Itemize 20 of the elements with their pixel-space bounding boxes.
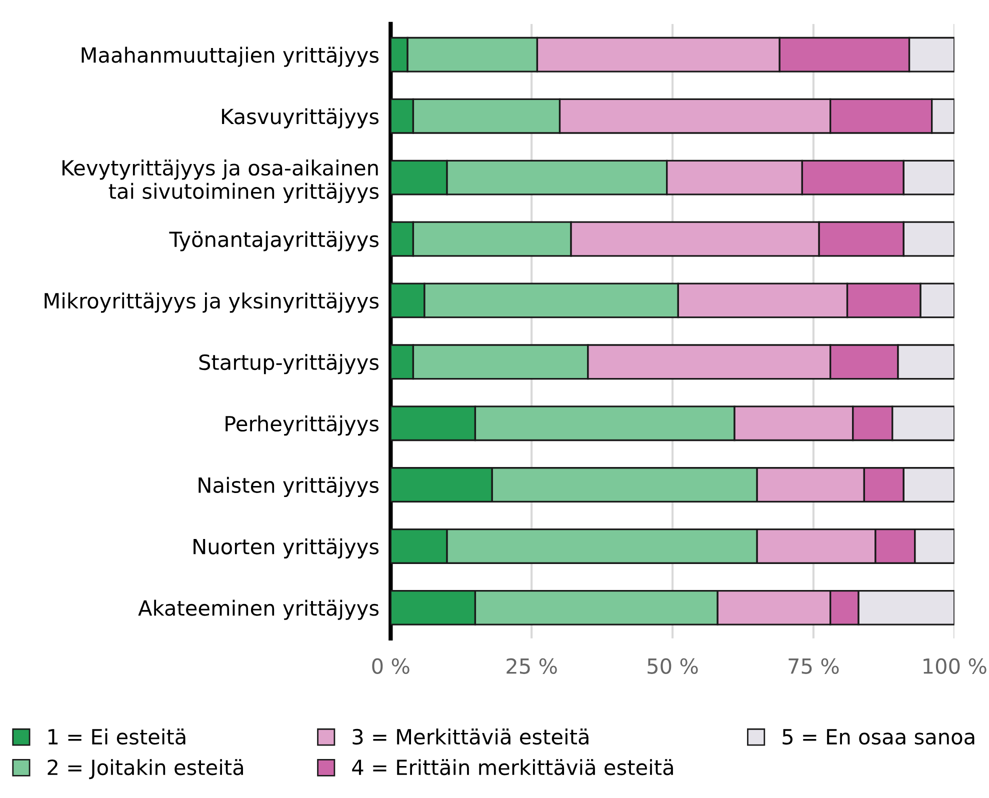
- y-tick-label: Naisten yrittäjyys: [198, 476, 379, 498]
- y-tick-label: Työnantajayrittäjyys: [169, 231, 379, 252]
- x-tick-label: 75 %: [788, 658, 839, 674]
- legend-label: 4 = Erittäin merkittäviä esteitä: [352, 759, 673, 776]
- y-tick-label: Perheyrittäjyys: [226, 415, 379, 436]
- x-tick-label: 50 %: [648, 658, 698, 674]
- y-tick-label: Maahanmuuttajien yrittäjyys: [82, 46, 379, 67]
- y-tick-label: Mikroyrittäjyys ja yksinyrittäjyys: [44, 292, 379, 313]
- x-tick-label: 100 %: [924, 658, 986, 674]
- y-tick-label: Kasvuyrittäjyys: [222, 108, 379, 128]
- legend-label: 3 = Merkittäviä esteitä: [352, 728, 588, 745]
- y-tick-label: Akateeminen yrittäjyys: [138, 600, 379, 620]
- x-tick-label: 25 %: [506, 658, 557, 674]
- y-tick-label: Startup-yrittäjyys: [199, 354, 379, 374]
- x-tick-label: 0 %: [372, 658, 410, 674]
- y-tick-label: Kevytyrittäjyys ja osa-aikainen tai sivutoiminen yrittäjyys: [62, 160, 379, 204]
- y-tick-label: Nuorten yrittäjyys: [194, 538, 379, 558]
- legend-label: 1 = Ei esteitä: [48, 728, 186, 745]
- legend-label: 2 = Joitakin esteitä: [48, 759, 243, 780]
- legend-label: 5 = En osaa sanoa: [782, 729, 974, 745]
